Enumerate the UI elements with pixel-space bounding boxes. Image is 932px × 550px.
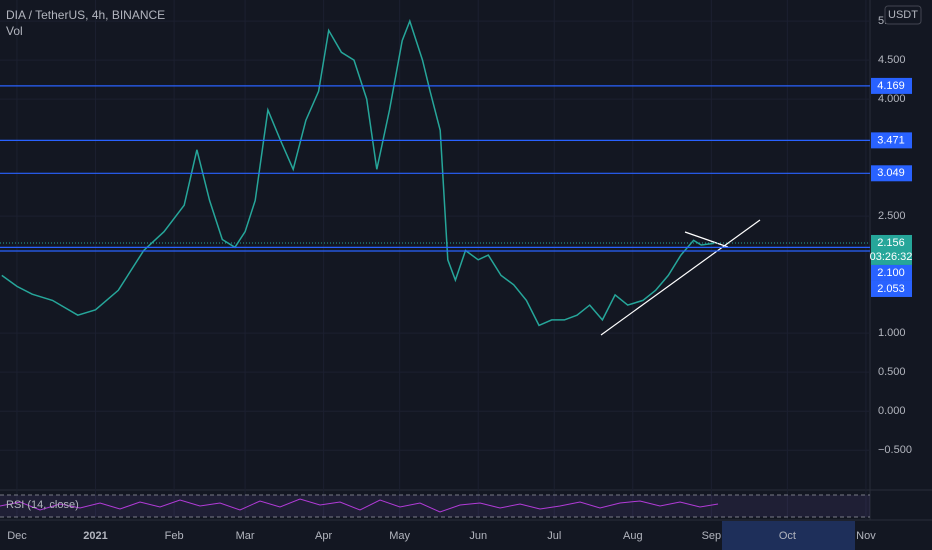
price-label-box (871, 264, 912, 281)
x-tick-label: Aug (623, 530, 643, 542)
price-label: 3.471 (877, 134, 905, 146)
rsi-band (0, 495, 870, 517)
x-tick-label: Oct (779, 530, 796, 542)
trendline (684, 231, 729, 248)
x-tick-label: Dec (7, 530, 27, 542)
price-label-box (871, 234, 912, 265)
y-tick-label: 1.000 (878, 327, 906, 339)
price-label: 2.053 (877, 283, 905, 295)
x-tick-label: 2021 (83, 530, 107, 542)
price-label-box (871, 132, 912, 149)
x-tick-label: May (389, 530, 410, 542)
chart-title: DIA / TetherUS, 4h, BINANCE (6, 8, 165, 22)
rsi-line (0, 498, 719, 513)
price-line (1, 18, 714, 327)
x-tick-label: Feb (165, 530, 184, 542)
price-label-box (871, 165, 912, 182)
x-tick-label: Sep (702, 530, 722, 542)
countdown: 03:26:32 (870, 251, 913, 263)
y-tick-label: 4.000 (878, 93, 906, 105)
y-tick-label: 2.500 (878, 210, 906, 222)
y-tick-label: 4.500 (878, 54, 906, 66)
y-tick-label: 0.500 (878, 366, 906, 378)
trendline (600, 219, 761, 336)
price-label-box (871, 280, 912, 297)
y-tick-label: −0.500 (878, 444, 912, 456)
price-label: 2.156 (877, 237, 905, 249)
currency-label: USDT (888, 9, 918, 21)
price-label-box (871, 77, 912, 94)
x-tick-label: Nov (856, 530, 876, 542)
time-range-highlight (722, 521, 855, 550)
price-label: 3.049 (877, 167, 905, 179)
x-tick-label: Apr (315, 530, 332, 542)
x-tick-label: Jul (547, 530, 561, 542)
x-tick-label: Jun (469, 530, 487, 542)
volume-label: Vol (6, 24, 23, 38)
currency-badge[interactable] (884, 5, 922, 25)
rsi-label: RSI (14, close) (6, 499, 79, 511)
x-tick-label: Mar (236, 530, 255, 542)
price-label: 2.100 (877, 267, 905, 279)
y-tick-label: 0.000 (878, 405, 906, 417)
price-label: 4.169 (877, 80, 905, 92)
